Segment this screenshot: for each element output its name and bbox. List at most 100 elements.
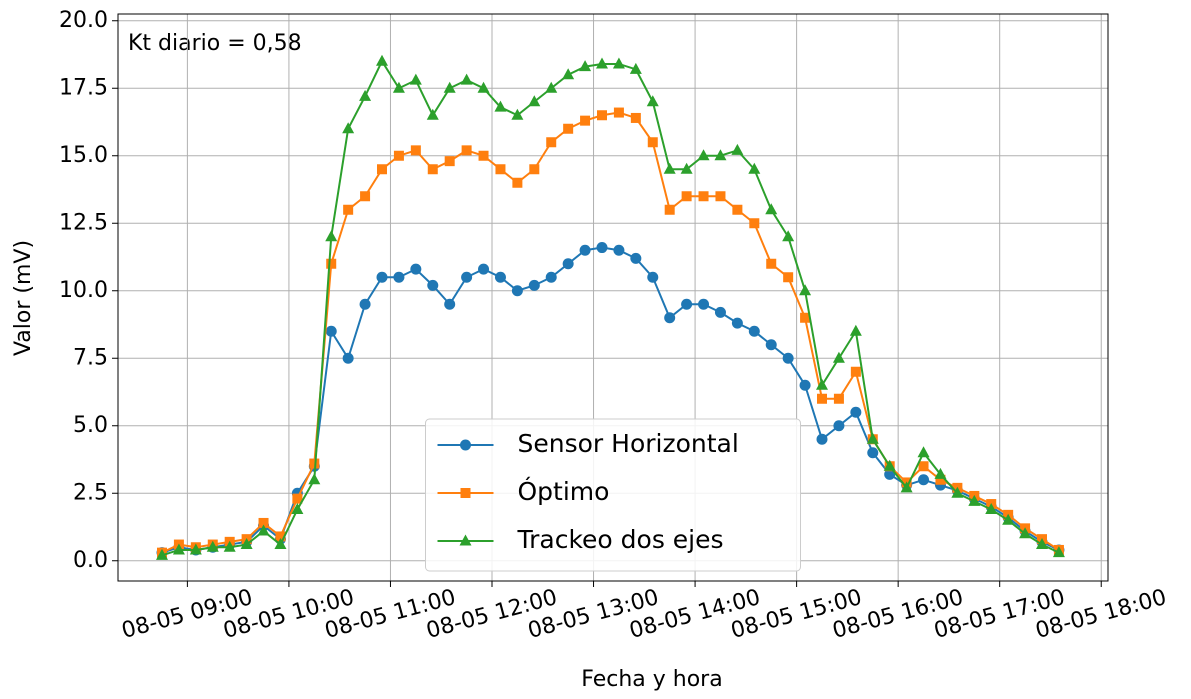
marker — [1019, 527, 1032, 539]
marker — [393, 150, 404, 161]
marker — [833, 393, 844, 404]
marker — [918, 461, 929, 472]
marker — [444, 298, 456, 310]
marker — [393, 271, 405, 283]
legend-box — [425, 418, 801, 572]
marker — [918, 474, 930, 486]
marker — [309, 458, 320, 469]
marker — [392, 81, 405, 93]
marker — [291, 502, 304, 514]
y-tick-label: 15.0 — [59, 143, 108, 168]
marker — [511, 108, 524, 120]
marker — [562, 68, 575, 80]
marker — [546, 137, 557, 148]
marker — [376, 54, 388, 66]
marker — [782, 230, 795, 242]
y-tick-label: 0.0 — [73, 548, 108, 573]
marker — [748, 325, 760, 337]
marker — [377, 164, 387, 175]
marker — [326, 258, 337, 269]
y-tick-label: 20.0 — [59, 8, 108, 33]
marker — [900, 481, 913, 493]
marker — [325, 230, 338, 242]
marker — [849, 324, 862, 336]
legend-label: Óptimo — [518, 476, 610, 506]
marker — [867, 447, 879, 459]
marker — [461, 145, 472, 156]
marker — [257, 524, 270, 536]
marker — [360, 191, 371, 202]
marker — [545, 271, 557, 283]
marker — [799, 284, 812, 296]
marker — [917, 446, 930, 458]
marker — [612, 57, 625, 69]
marker — [206, 540, 219, 552]
marker — [681, 298, 693, 310]
marker — [156, 548, 168, 560]
marker — [934, 467, 947, 479]
x-axis-label: Fecha y hora — [581, 667, 722, 692]
marker — [968, 494, 981, 506]
marker — [935, 474, 946, 485]
marker — [817, 393, 827, 404]
marker — [647, 271, 659, 283]
marker — [172, 543, 185, 555]
marker — [850, 366, 861, 377]
marker — [409, 73, 422, 85]
marker — [444, 156, 455, 167]
y-axis-label: Valor (mV) — [11, 240, 36, 356]
marker — [749, 218, 760, 229]
marker — [240, 538, 253, 550]
marker — [325, 325, 337, 337]
marker — [732, 204, 743, 215]
marker — [343, 204, 354, 215]
marker — [410, 145, 421, 156]
marker — [1036, 538, 1048, 550]
marker — [359, 298, 371, 310]
marker — [883, 459, 896, 471]
marker — [698, 191, 709, 202]
marker — [1052, 546, 1065, 558]
marker — [460, 439, 471, 451]
marker — [833, 420, 845, 432]
marker — [765, 203, 778, 215]
marker — [800, 312, 811, 323]
marker — [782, 352, 794, 364]
marker — [580, 115, 591, 126]
marker — [376, 271, 388, 283]
marker — [613, 107, 624, 118]
marker — [816, 378, 828, 390]
marker — [189, 543, 202, 555]
marker — [528, 95, 541, 107]
marker — [681, 191, 692, 202]
marker — [579, 60, 592, 72]
series-line — [161, 59, 1060, 557]
marker — [646, 95, 659, 107]
marker — [629, 62, 642, 74]
marker — [427, 279, 439, 291]
marker — [647, 137, 658, 148]
marker — [410, 263, 422, 275]
marker — [680, 162, 693, 174]
marker — [731, 143, 744, 155]
marker — [494, 100, 507, 112]
marker — [562, 258, 574, 270]
y-tick-label: 10.0 — [59, 278, 108, 303]
marker — [359, 89, 372, 101]
marker — [715, 191, 726, 202]
marker — [664, 312, 676, 324]
marker — [816, 433, 828, 445]
legend-label: Trackeo dos ejes — [517, 525, 724, 554]
marker — [427, 164, 438, 175]
marker — [731, 317, 743, 329]
marker — [697, 149, 710, 161]
y-tick-label: 17.5 — [59, 75, 108, 100]
marker — [985, 502, 998, 514]
marker — [748, 162, 761, 174]
marker — [630, 112, 641, 123]
marker — [765, 339, 777, 351]
marker — [664, 204, 675, 215]
marker — [478, 263, 490, 275]
marker — [766, 258, 777, 269]
